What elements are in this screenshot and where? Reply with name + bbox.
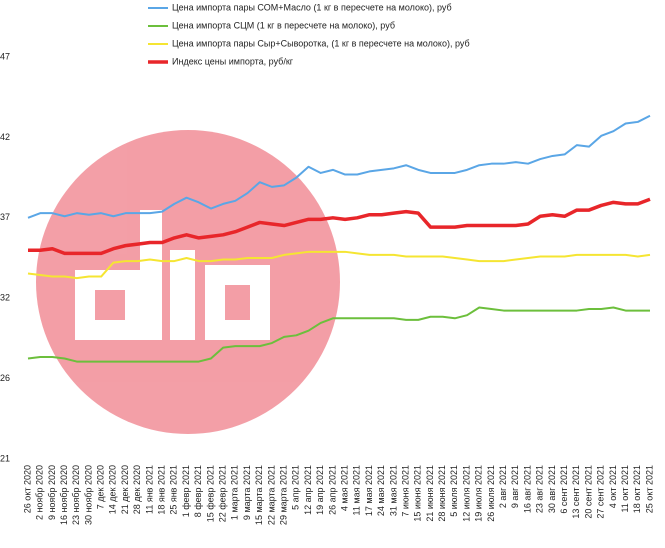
x-tick-label: 23 авг 2021 <box>535 465 545 513</box>
x-tick-label: 5 июля 2021 <box>449 465 459 517</box>
series-line <box>27 114 651 219</box>
x-tick-label: 16 авг 2021 <box>522 465 532 513</box>
x-tick-label: 21 июня 2021 <box>425 465 435 522</box>
y-tick-label: 32 <box>0 293 10 303</box>
x-tick-label: 22 марта 2021 <box>266 465 276 525</box>
x-tick-label: 9 авг 2021 <box>510 465 520 508</box>
x-tick-label: 26 окт 2020 <box>22 465 32 513</box>
y-tick-label: 42 <box>0 132 10 142</box>
x-tick-label: 15 июня 2021 <box>413 465 423 522</box>
x-tick-label: 25 окт 2021 <box>644 465 654 513</box>
x-tick-label: 28 дек 2020 <box>132 465 142 514</box>
x-tick-label: 18 окт 2021 <box>632 465 642 513</box>
x-tick-label: 19 июля 2021 <box>474 465 484 522</box>
x-tick-label: 18 янв 2021 <box>157 465 167 515</box>
x-tick-label: 4 мая 2021 <box>339 465 349 511</box>
legend-label: Цена импорта пары Сыр+Сыворотка, (1 кг в… <box>172 38 470 48</box>
x-tick-label: 2 авг 2021 <box>498 465 508 508</box>
series-line <box>28 197 651 256</box>
x-tick-label: 30 ноябр 2020 <box>83 465 93 525</box>
watermark <box>36 130 340 434</box>
y-tick-label: 37 <box>0 212 10 222</box>
x-tick-label: 17 мая 2021 <box>364 465 374 516</box>
x-tick-label: 11 окт 2021 <box>620 465 630 513</box>
x-tick-label: 14 дек 2020 <box>108 465 118 514</box>
x-tick-label: 28 июня 2021 <box>437 465 447 522</box>
x-tick-label: 13 сент 2021 <box>571 465 581 519</box>
x-tick-label: 12 апр 2021 <box>303 465 313 515</box>
x-tick-label: 20 сент 2021 <box>583 465 593 519</box>
x-tick-label: 9 ноябр 2020 <box>47 465 57 520</box>
legend-label: Цена импорта пары СОМ+Масло (1 кг в пере… <box>172 2 452 12</box>
x-tick-label: 8 февр 2021 <box>193 465 203 517</box>
x-tick-label: 5 апр 2021 <box>291 465 301 510</box>
x-tick-label: 2 ноябр 2020 <box>35 465 45 520</box>
x-tick-label: 23 ноябр 2020 <box>71 465 81 525</box>
x-tick-label: 31 мая 2021 <box>388 465 398 516</box>
watermark-glyph <box>75 270 145 340</box>
x-tick-label: 11 мая 2021 <box>352 465 362 515</box>
legend-label: Индекс цены импорта, руб/кг <box>172 56 294 66</box>
x-tick-label: 24 мая 2021 <box>376 465 386 516</box>
x-tick-label: 4 окт 2021 <box>608 465 618 508</box>
y-tick-label: 21 <box>0 453 10 463</box>
series-line <box>27 250 651 280</box>
x-tick-label: 11 янв 2021 <box>144 465 154 514</box>
y-tick-label: 26 <box>0 373 10 383</box>
x-tick-label: 7 дек 2020 <box>96 465 106 509</box>
x-tick-label: 26 июля 2021 <box>486 465 496 522</box>
legend-label: Цена импорта СЦМ (1 кг в пересчете на мо… <box>172 20 395 30</box>
x-tick-label: 22 февр 2021 <box>218 465 228 522</box>
x-tick-label: 15 марта 2021 <box>254 465 264 525</box>
watermark-glyph <box>140 210 270 340</box>
series-line <box>27 306 650 363</box>
x-tick-label: 19 апр 2021 <box>315 465 325 515</box>
x-tick-label: 15 февр 2021 <box>205 465 215 522</box>
x-tick-label: 7 июня 2021 <box>400 465 410 517</box>
x-tick-label: 1 марта 2021 <box>230 465 240 520</box>
x-tick-label: 26 апр 2021 <box>327 465 337 515</box>
x-tick-label: 21 дек 2020 <box>120 465 130 514</box>
x-tick-label: 12 июля 2021 <box>461 465 471 522</box>
x-tick-label: 27 сент 2021 <box>596 465 606 519</box>
x-tick-label: 30 авг 2021 <box>547 465 557 513</box>
x-tick-label: 29 марта 2021 <box>278 465 288 525</box>
x-tick-label: 9 марта 2021 <box>242 465 252 520</box>
x-tick-label: 16 ноябр 2020 <box>59 465 69 525</box>
y-tick-label: 47 <box>0 51 10 61</box>
x-tick-label: 6 сент 2021 <box>559 465 569 514</box>
x-tick-label: 1 февр 2021 <box>181 465 191 517</box>
x-tick-label: 25 янв 2021 <box>169 465 179 515</box>
